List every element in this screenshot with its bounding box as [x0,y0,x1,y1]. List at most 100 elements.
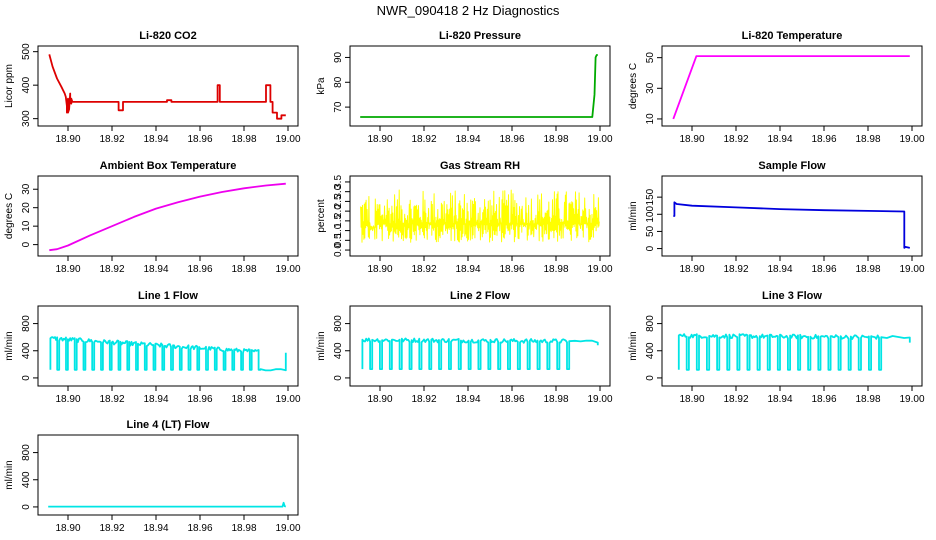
x-tick-label: 18.90 [55,523,80,534]
x-tick-label: 18.92 [99,394,124,405]
plot-frame [37,434,299,516]
x-tick-label: 18.92 [723,394,748,405]
y-tick-label: 800 [333,315,344,332]
y-tick-label: 2.5 [333,194,344,208]
panel-9: Line 4 (LT) Flow ml/min 18.90 18.92 18.94 18.… [4,419,301,534]
y-tick-label: 50 [645,52,656,64]
series-line [49,182,286,252]
x-tick-label: 18.94 [143,394,168,405]
series-line [360,189,600,243]
y-tick-label: 0 [333,375,344,381]
y-tick-label: 1.5 [333,213,344,227]
panel-title: Gas Stream RH [440,160,520,172]
x-tick-label: 18.98 [543,134,568,145]
y-tick-label: 0 [645,245,656,251]
panel-7: Line 2 Flow ml/min 18.90 18.92 18.94 18.96 18.… [316,290,613,405]
y-axis-label: ml/min [4,331,15,360]
y-tick-label: 400 [333,342,344,359]
x-tick-label: 19.00 [275,523,300,534]
y-tick-label: 80 [333,76,344,88]
y-axis-label: ml/min [4,460,15,489]
x-tick-label: 18.92 [99,134,124,145]
series-line [672,55,910,120]
x-tick-label: 18.90 [679,134,704,145]
panel-6: Line 1 Flow ml/min 18.90 18.92 18.94 18.96 18.… [4,290,301,405]
x-tick-label: 19.00 [899,134,924,145]
x-tick-label: 18.92 [411,134,436,145]
series-line [48,501,287,508]
panel-5: Sample Flow ml/min 18.90 18.92 18.94 18.96 18.… [628,160,925,275]
x-tick-label: 18.90 [55,134,80,145]
y-tick-label: 400 [21,76,32,93]
x-tick-label: 19.00 [275,134,300,145]
x-tick-label: 18.90 [55,264,80,275]
y-axis-label: Licor ppm [4,64,15,108]
x-tick-label: 18.98 [231,134,256,145]
series-line [49,336,287,372]
x-tick-label: 18.94 [143,523,168,534]
x-tick-label: 18.92 [411,394,436,405]
y-tick-label: 3.0 [333,184,344,198]
x-tick-label: 18.96 [187,394,212,405]
y-tick-label: 100 [645,206,656,223]
x-tick-label: 18.94 [767,264,792,275]
y-tick-label: 500 [21,43,32,60]
x-tick-label: 18.90 [367,394,392,405]
panel-title: Line 1 Flow [138,290,198,302]
panel-title: Li-820 Temperature [742,30,843,42]
x-tick-label: 18.90 [679,264,704,275]
panel-title: Line 3 Flow [762,290,822,302]
x-tick-label: 18.98 [543,394,568,405]
x-tick-label: 18.98 [855,264,880,275]
y-tick-label: 0 [21,241,32,247]
panel-8: Line 3 Flow ml/min 18.90 18.92 18.94 18.96 18.… [628,290,925,405]
panel-title: Sample Flow [758,160,826,172]
y-tick-label: 10 [21,220,32,232]
y-tick-label: 0.0 [333,243,344,257]
panel-1: Li-820 Pressure kPa 18.90 18.92 18.94 18.96 18… [316,30,613,145]
panel-title: Line 4 (LT) Flow [127,419,210,431]
y-tick-label: 300 [21,110,32,127]
x-tick-label: 18.94 [455,394,480,405]
panel-title: Li-820 CO2 [139,30,196,42]
panel-2: Li-820 Temperature degrees C 18.90 18.92 18.… [628,30,925,145]
y-axis-label: degrees C [4,193,15,239]
x-tick-label: 18.94 [455,264,480,275]
y-tick-label: 0 [645,375,656,381]
y-tick-label: 0 [21,375,32,381]
y-tick-label: 400 [21,342,32,359]
x-tick-label: 18.92 [411,264,436,275]
figure-title: NWR_090418 2 Hz Diagnostics [377,3,560,18]
x-tick-label: 18.96 [187,264,212,275]
series-line [673,201,910,249]
y-tick-label: 0 [21,504,32,510]
plot-frame [349,45,611,127]
x-tick-label: 18.98 [231,264,256,275]
plot-frame [349,305,611,387]
panel-4: Gas Stream RH percent 18.90 18.92 18.94 18.96… [316,160,613,275]
x-tick-label: 18.94 [143,134,168,145]
y-tick-label: 400 [645,342,656,359]
y-tick-label: 50 [645,225,656,237]
y-axis-label: ml/min [316,331,327,360]
y-tick-label: 10 [645,113,656,125]
x-tick-label: 19.00 [587,134,612,145]
x-tick-label: 18.90 [55,394,80,405]
series-line [677,333,911,371]
plot-frame [37,175,299,257]
y-tick-label: 400 [21,471,32,488]
plot-frame [37,305,299,387]
panel-3: Ambient Box Temperature degrees C 18.90 18.… [4,160,301,275]
x-tick-label: 18.94 [143,264,168,275]
plot-frame [37,45,299,127]
panel-0: Li-820 CO2 Licor ppm 18.90 18.92 18.94 18.96 1… [4,30,301,145]
y-tick-label: 30 [21,183,32,195]
series-line [361,337,599,370]
x-tick-label: 18.98 [855,394,880,405]
x-tick-label: 18.90 [367,134,392,145]
y-tick-label: 800 [21,315,32,332]
x-tick-label: 18.98 [231,523,256,534]
x-tick-label: 18.94 [455,134,480,145]
x-tick-label: 18.90 [367,264,392,275]
y-tick-label: 1.0 [333,223,344,237]
